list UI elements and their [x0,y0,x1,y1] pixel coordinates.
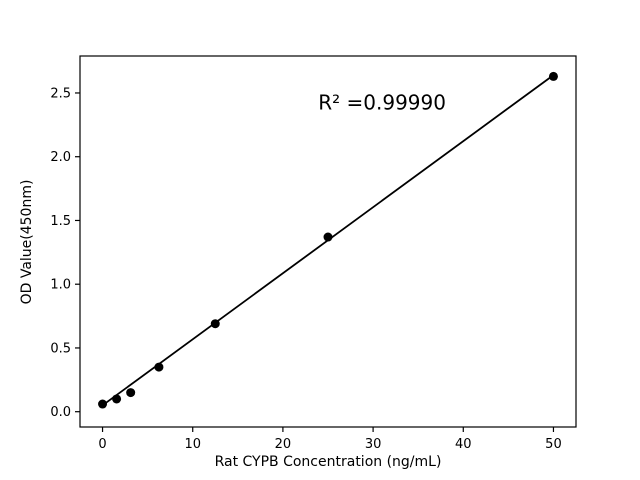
x-tick-label: 30 [365,437,382,452]
data-point [210,319,220,329]
r-squared-annotation: R² =0.99990 [318,91,446,115]
data-point [98,399,108,409]
y-tick-label: 1.0 [50,278,71,293]
y-tick-label: 0.5 [50,341,71,356]
data-point [154,362,164,372]
x-tick-label: 10 [184,437,201,452]
y-tick-label: 2.5 [50,86,71,101]
y-tick-label: 1.5 [50,214,71,229]
x-tick-label: 20 [275,437,292,452]
data-point [548,71,558,81]
x-axis-label: Rat CYPB Concentration (ng/mL) [215,454,442,470]
x-tick-label: 0 [98,437,106,452]
x-tick-label: 40 [455,437,472,452]
data-point [112,394,122,404]
y-tick-label: 0.0 [50,405,71,420]
y-axis-label: OD Value(450nm) [19,180,35,305]
data-point [323,232,333,242]
data-point [126,388,136,398]
plot-area: 0 10 20 30 40 50 0.0 0.5 1.0 1.5 2.0 2.5 [50,55,577,452]
x-tick-label: 50 [545,437,562,452]
y-tick-label: 2.0 [50,150,71,165]
